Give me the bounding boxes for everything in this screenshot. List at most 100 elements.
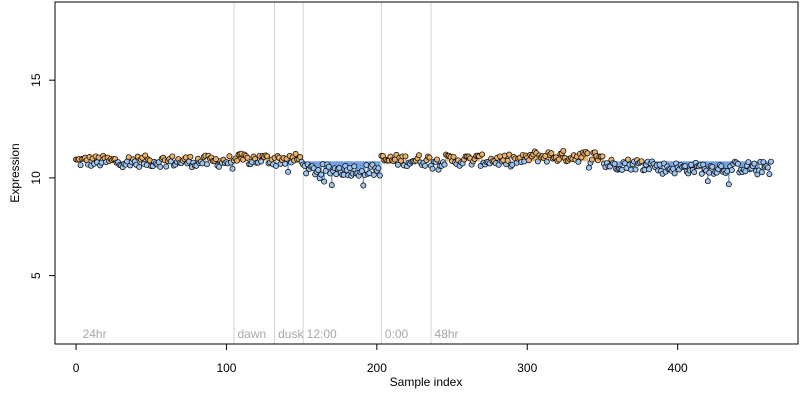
data-point-307 [534,158,541,165]
data-point-245 [441,161,448,168]
data-point-423 [709,163,716,170]
data-point-237 [429,165,436,172]
data-point-198 [370,172,377,178]
data-point-434 [725,181,732,188]
data-point-191 [360,182,367,189]
data-point-462 [767,158,774,165]
data-point-436 [728,167,735,174]
data-point-123 [258,158,265,165]
data-point-240 [434,156,440,163]
x-tick-label-1: 100 [216,361,236,375]
data-point-447 [745,159,752,166]
annotation-5: 48hr [435,327,459,341]
annotation-0: 24hr [83,327,107,341]
annotation-1: dawn [237,327,266,341]
data-point-87 [203,161,210,168]
data-point-104 [229,165,236,172]
y-tick-label-1: 10 [29,171,43,185]
data-point-219 [402,153,409,160]
data-point-197 [369,161,376,168]
data-point-201 [375,165,382,172]
data-point-321 [555,156,562,163]
y-tick-label-2: 15 [29,73,43,87]
data-point-287 [504,157,511,164]
data-point-398 [671,170,678,177]
data-point-166 [322,167,329,174]
data-point-381 [646,166,653,173]
data-point-340 [584,150,591,157]
data-point-42 [136,163,143,170]
data-point-341 [585,164,592,171]
data-point-185 [351,163,358,170]
data-point-95 [215,163,222,170]
data-point-127 [264,153,271,160]
data-point-270 [479,151,486,158]
data-point-313 [543,158,550,165]
data-point-429 [718,163,725,170]
annotation-4: 0:00 [385,327,409,341]
data-point-405 [682,163,689,170]
data-point-372 [632,166,639,173]
y-tick-label-0: 5 [29,272,43,279]
data-point-451 [751,160,758,167]
data-point-358 [611,160,618,167]
data-point-214 [394,161,401,168]
data-point-3 [77,162,84,169]
data-point-141 [285,168,292,175]
data-point-102 [226,153,233,160]
data-point-440 [734,160,741,167]
x-axis: 0 100 200 300 400 [73,343,688,375]
data-point-461 [766,171,773,178]
data-point-376 [638,158,645,165]
data-point-163 [318,171,325,178]
y-axis-title: Expression [8,143,22,202]
annotation-2: dusk [278,327,304,341]
data-point-153 [303,170,310,177]
data-point-107 [234,157,240,164]
data-point-76 [187,153,194,160]
data-point-170 [328,182,335,189]
data-point-232 [422,162,428,169]
data-point-139 [282,160,289,167]
data-point-146 [292,150,299,157]
y-axis: 5 10 15 [29,73,56,279]
data-point-165 [321,178,328,185]
data-point-343 [588,156,595,163]
data-point-251 [450,153,457,160]
x-tick-label-2: 200 [367,361,387,375]
data-point-288 [506,151,513,158]
annotation-3: 12:00 [307,327,337,341]
data-point-64 [169,153,176,160]
data-point-316 [548,150,555,157]
data-point-420 [704,178,711,185]
x-tick-label-4: 400 [668,361,688,375]
data-point-334 [575,158,582,165]
data-point-202 [376,172,383,179]
data-points [73,147,774,189]
data-point-56 [157,163,164,170]
data-point-416 [698,170,705,177]
x-axis-title: Sample index [390,375,463,389]
vertical-markers [233,2,432,344]
data-point-161 [315,167,322,174]
data-point-149 [297,154,304,160]
data-point-367 [625,156,631,163]
data-point-235 [426,154,433,161]
data-point-168 [325,163,332,170]
data-point-411 [691,169,698,176]
time-annotations: 24hr dawn dusk 12:00 0:00 48hr [83,327,459,341]
data-point-460 [764,164,771,171]
data-point-228 [416,152,422,159]
data-point-350 [599,153,606,160]
data-point-324 [560,147,567,154]
data-point-60 [163,163,170,170]
x-tick-label-3: 300 [517,361,537,375]
data-point-456 [758,169,765,176]
x-tick-label-0: 0 [73,361,80,375]
data-point-301 [525,157,532,164]
data-point-46 [142,152,149,159]
data-point-190 [358,168,365,174]
data-point-114 [244,154,251,161]
